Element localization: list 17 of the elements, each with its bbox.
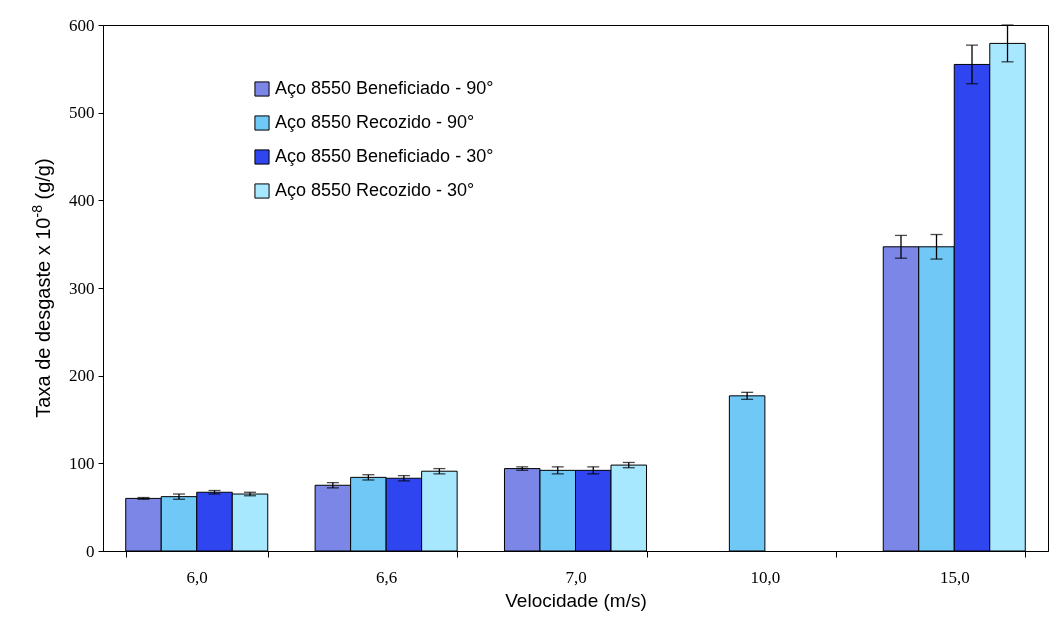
legend-label: Aço 8550 Recozido - 30° xyxy=(275,180,475,200)
y-tick-label: 400 xyxy=(69,190,95,210)
legend-label: Aço 8550 Recozido - 90° xyxy=(275,112,475,132)
y-tick-label: 500 xyxy=(69,103,95,123)
x-tick-label: 7,0 xyxy=(565,567,587,587)
y-tick-label: 600 xyxy=(69,15,95,35)
x-tick-label: 15,0 xyxy=(939,567,970,587)
legend-label: Aço 8550 Beneficiado - 30° xyxy=(275,146,494,166)
y-tick-label: 100 xyxy=(69,453,95,473)
y-tick-label: 200 xyxy=(69,366,95,386)
x-tick-label: 6,0 xyxy=(186,567,208,587)
legend-label: Aço 8550 Beneficiado - 90° xyxy=(275,78,494,98)
x-tick-label: 10,0 xyxy=(750,567,781,587)
y-tick-label: 0 xyxy=(86,541,95,561)
x-axis-title: Velocidade (m/s) xyxy=(505,589,647,611)
y-tick-label: 300 xyxy=(69,278,95,298)
x-tick-label: 6,6 xyxy=(376,567,398,587)
